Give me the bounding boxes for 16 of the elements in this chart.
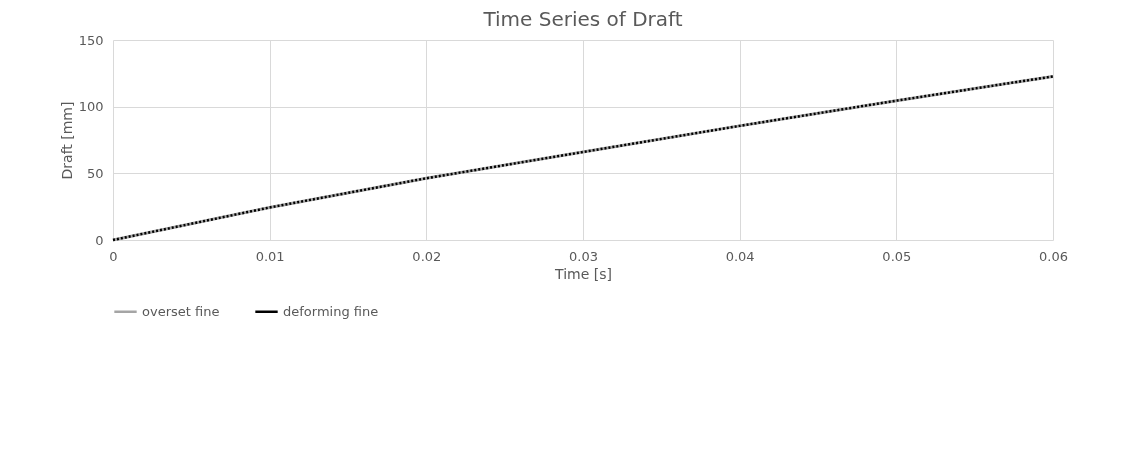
legend-label: overset fine — [142, 303, 220, 319]
x-axis-title: Time [s] — [554, 265, 612, 282]
x-tick-label: 0 — [109, 248, 118, 264]
x-tick-label: 0.03 — [569, 248, 598, 264]
legend-label: deforming fine — [283, 303, 379, 319]
y-axis-title: Draft [mm] — [58, 101, 75, 180]
y-tick-label: 150 — [78, 32, 104, 48]
x-tick-label: 0.02 — [412, 248, 442, 264]
y-tick-label: 100 — [78, 99, 104, 115]
x-tick-label: 0.05 — [882, 248, 912, 264]
y-tick-label: 50 — [86, 165, 104, 181]
x-tick-label: 0.06 — [1039, 248, 1068, 264]
x-tick-label: 0.04 — [725, 248, 755, 264]
chart-title: Time Series of Draft — [482, 7, 683, 31]
y-tick-label: 0 — [95, 232, 104, 248]
x-tick-label: 0.01 — [255, 248, 285, 264]
